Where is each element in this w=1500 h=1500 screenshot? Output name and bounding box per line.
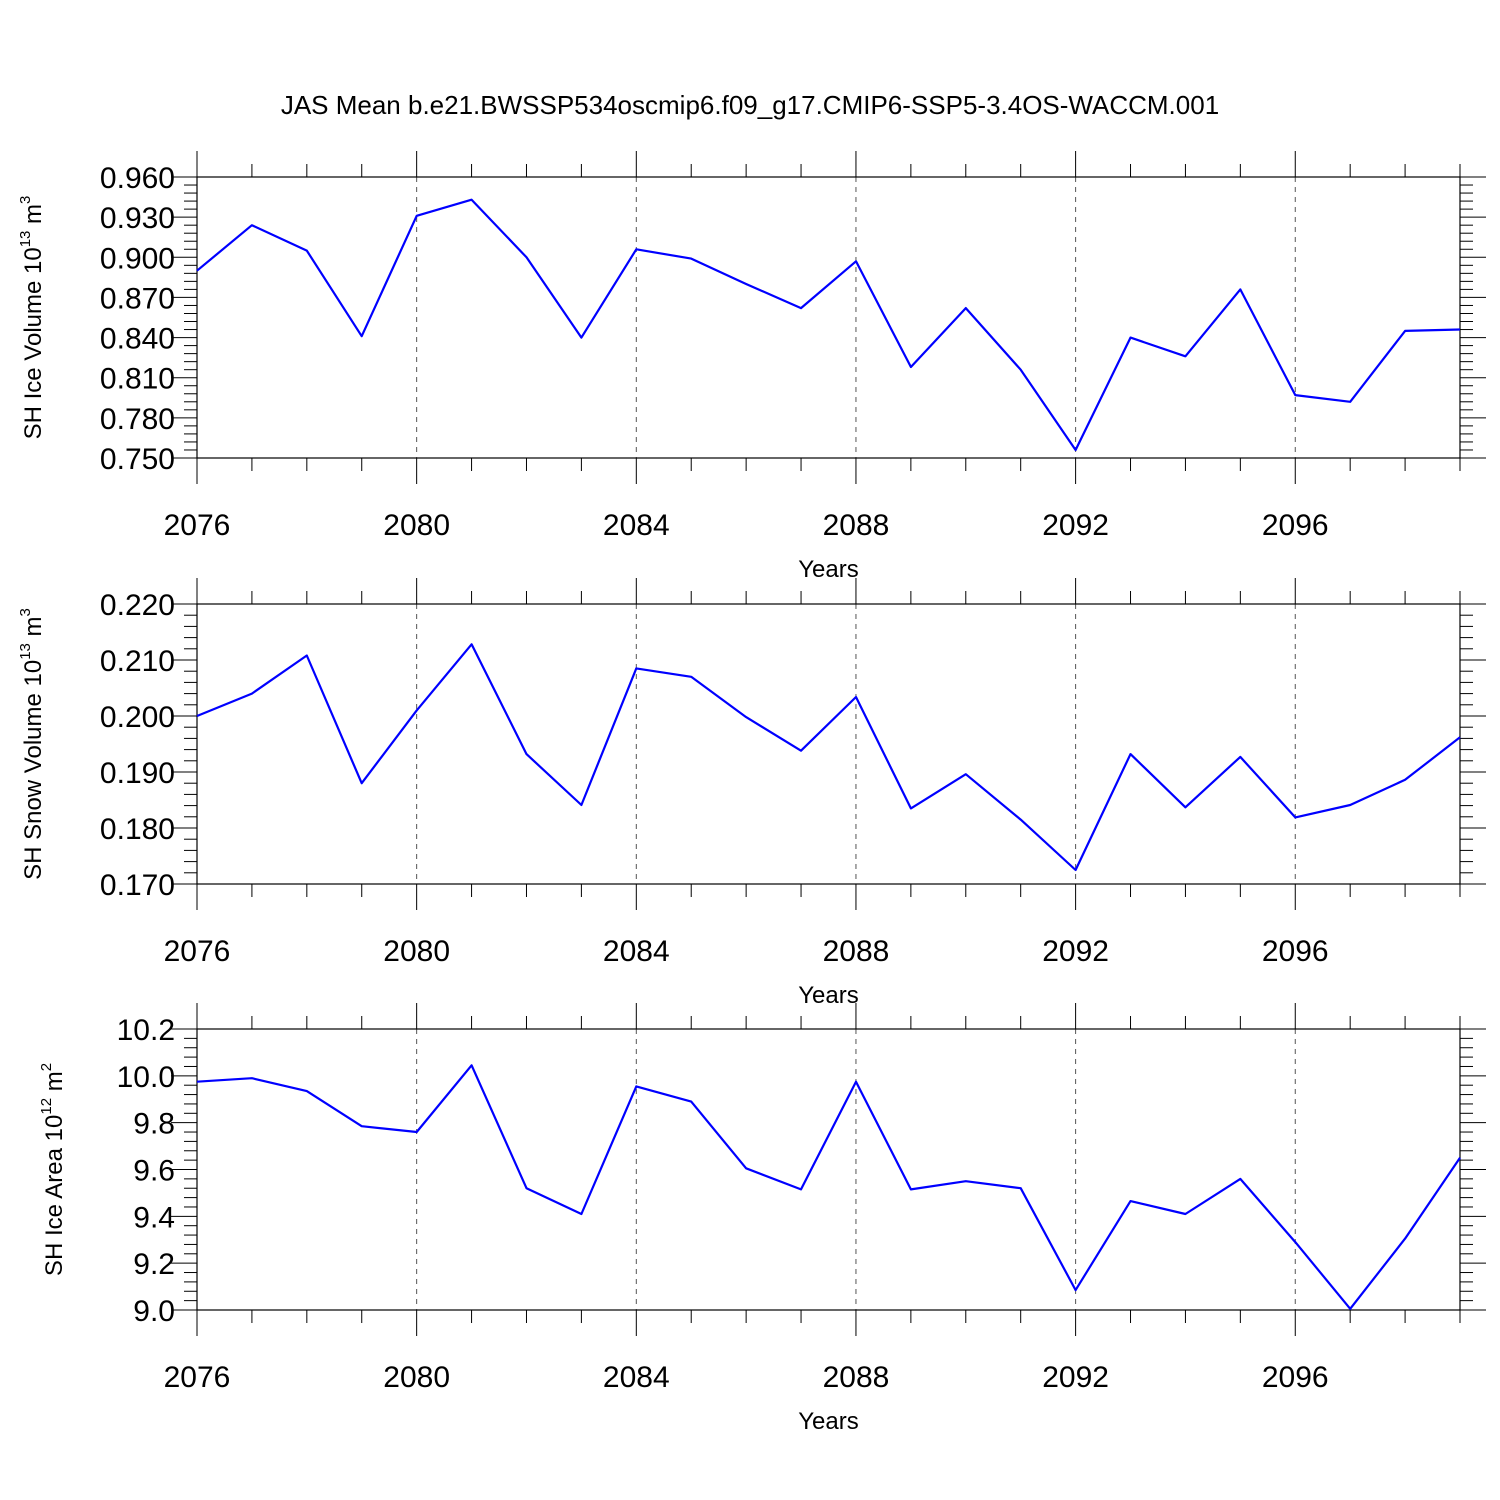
y-axis-title-superscript: 12 [38,1098,55,1115]
series-line [196,198,1461,452]
chart-panel-1: 0.960 0.930 0.900 0.870 0.840 0.810 0.780 0.750… [17,151,1486,583]
x-tick-label: 2076 [164,1361,231,1394]
x-axis-title: Years [798,1408,859,1435]
y-tick-label: 0.200 [100,701,175,734]
x-axis-title: Years [798,556,859,583]
y-tick-label: 0.900 [100,242,175,275]
y-tick-label: 0.930 [100,202,175,235]
chart-panel-3: 10.2 10.0 9.8 9.6 9.4 9.2 9.0 2076 2080 2084 2088 2… [38,1003,1486,1435]
x-tick-label: 2088 [823,935,890,968]
y-tick-label: 9.8 [133,1108,175,1141]
y-tick-label: 0.780 [100,403,175,436]
x-tick-label: 2096 [1262,935,1329,968]
figure-title: JAS Mean b.e21.BWSSP534oscmip6.f09_g17.C… [281,90,1219,120]
x-tick-label: 2092 [1042,509,1109,542]
x-tick-label: 2080 [383,935,450,968]
y-axis-title-superscript: 13 [17,643,34,660]
chart-panel-2: 0.220 0.210 0.200 0.190 0.180 0.170 2076 2080 20… [17,578,1486,1009]
y-tick-label: 0.750 [100,443,175,476]
y-axis-title-part: m [20,616,47,643]
x-axis-title: Years [798,982,859,1009]
x-tick-label: 2076 [164,509,231,542]
y-axis-title-part: SH Ice Area 10 [41,1115,68,1276]
y-axis-title-superscript: 2 [38,1063,55,1071]
y-axis-title-part: m [20,204,47,231]
y-tick-label: 0.210 [100,645,175,678]
plot-frame [196,603,1461,885]
y-axis-title-superscript: 13 [17,231,34,248]
x-tick-label: 2084 [603,1361,670,1394]
x-tick-label: 2092 [1042,935,1109,968]
y-tick-label: 0.960 [100,162,175,195]
series-line [196,1064,1461,1310]
x-tick-label: 2088 [823,509,890,542]
y-tick-label: 0.220 [100,589,175,622]
x-tick-label: 2080 [383,509,450,542]
y-tick-label: 10.0 [117,1061,175,1094]
x-tick-label: 2096 [1262,509,1329,542]
y-tick-label: 0.810 [100,363,175,396]
plot-frame [196,1028,1461,1311]
series-line [196,643,1461,872]
y-axis-title-superscript: 3 [17,608,34,616]
panels: 0.960 0.930 0.900 0.870 0.840 0.810 0.780 0.750… [17,151,1486,1435]
plot-frame [196,176,1461,459]
y-tick-label: 0.870 [100,282,175,315]
y-tick-label: 9.0 [133,1295,175,1328]
x-tick-label: 2076 [164,935,231,968]
x-tick-label: 2092 [1042,1361,1109,1394]
x-tick-label: 2088 [823,1361,890,1394]
y-tick-label: 9.2 [133,1248,175,1281]
y-axis-title: SH Ice Area 1012 m2 [38,1063,68,1276]
y-tick-label: 0.170 [100,869,175,902]
y-tick-label: 9.6 [133,1155,175,1188]
y-tick-label: 9.4 [133,1201,175,1234]
y-axis-title-part: m [41,1071,68,1098]
x-tick-label: 2096 [1262,1361,1329,1394]
y-axis-title-superscript: 3 [17,196,34,204]
y-axis-title: SH Ice Volume 1013 m3 [17,196,47,440]
y-tick-label: 0.190 [100,757,175,790]
y-axis-title: SH Snow Volume 1013 m3 [17,608,47,880]
x-tick-label: 2084 [603,935,670,968]
y-tick-label: 0.840 [100,323,175,356]
y-tick-label: 0.180 [100,813,175,846]
x-tick-label: 2084 [603,509,670,542]
y-axis-title-part: SH Snow Volume 10 [20,660,47,880]
y-axis-title-part: SH Ice Volume 10 [20,247,47,439]
x-tick-label: 2080 [383,1361,450,1394]
y-tick-label: 10.2 [117,1014,175,1047]
